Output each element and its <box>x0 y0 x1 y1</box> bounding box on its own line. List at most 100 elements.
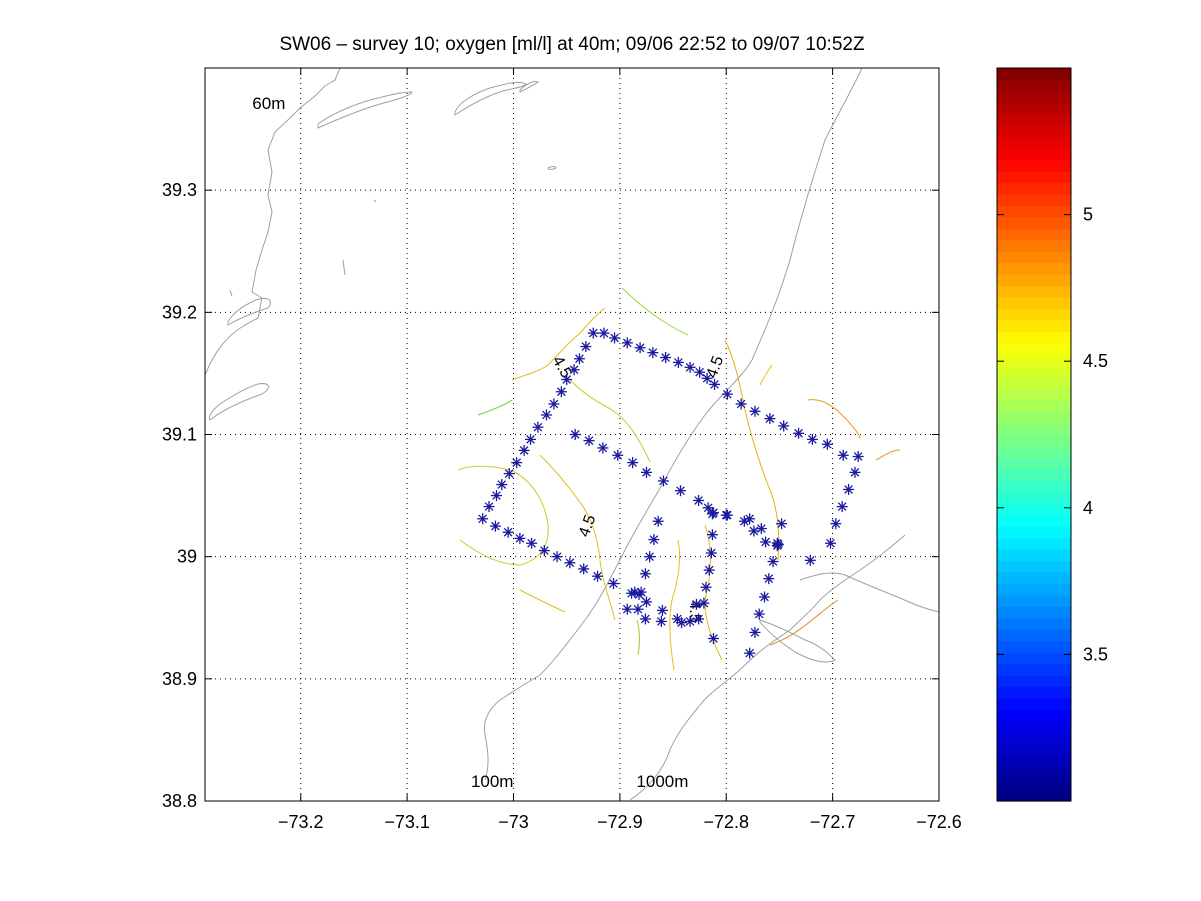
station-marker <box>806 433 818 445</box>
colorbar-band <box>997 755 1071 768</box>
station-marker <box>514 532 526 544</box>
station-marker <box>676 617 688 629</box>
station-marker <box>640 596 652 608</box>
colorbar-band <box>997 388 1071 401</box>
colorbar-band <box>997 457 1071 470</box>
colorbar-band <box>997 113 1071 126</box>
colorbar-band <box>997 239 1071 252</box>
bathymetry-contours <box>205 68 939 801</box>
colorbar-band <box>997 514 1071 527</box>
colorbar-band <box>997 171 1071 184</box>
station-marker <box>639 568 651 580</box>
colorbar-band <box>997 90 1071 103</box>
station-marker <box>634 342 646 354</box>
station-marker <box>569 429 581 440</box>
colorbar: 3.5 4 4.5 5 <box>996 67 1108 802</box>
colorbar-band <box>997 583 1071 596</box>
station-marker <box>551 551 563 563</box>
station-marker <box>706 529 718 541</box>
station-marker <box>483 501 495 513</box>
colorbar-band <box>997 297 1071 310</box>
colorbar-ticks: 3.5 4 4.5 5 <box>997 205 1108 664</box>
contour-4.6-ne <box>759 364 773 386</box>
station-marker <box>852 450 864 462</box>
colorbar-band <box>997 377 1071 390</box>
station-marker <box>621 603 633 615</box>
colorbar-band <box>997 652 1071 665</box>
colorbar-band <box>997 205 1071 218</box>
station-marker <box>621 337 633 349</box>
contour-4.5-west <box>457 465 549 566</box>
station-marker <box>748 525 760 537</box>
isobath-label: 100m <box>471 772 514 791</box>
station-marker <box>598 327 610 339</box>
isobath-60m-shoal-ne <box>454 81 527 116</box>
station-marker <box>564 557 576 569</box>
contour-4.55-mid <box>569 379 651 463</box>
station-marker <box>532 421 544 433</box>
colorbar-band <box>997 617 1071 630</box>
station-marker <box>776 518 788 530</box>
station-marker <box>538 545 550 557</box>
colorbar-band <box>997 709 1071 722</box>
colorbar-band <box>997 423 1071 436</box>
colorbar-band <box>997 732 1071 745</box>
station-marker <box>612 449 624 461</box>
station-marker <box>627 457 639 469</box>
station-marker <box>753 608 765 620</box>
station-marker <box>709 378 721 390</box>
station-marker <box>760 536 772 548</box>
contour-4.5-nw <box>511 307 606 381</box>
contour-4.6-south <box>669 539 681 671</box>
colorbar-band <box>997 68 1071 81</box>
station-marker <box>707 633 719 645</box>
station-marker <box>640 466 652 478</box>
colorbar-band <box>997 136 1071 149</box>
station-marker <box>511 457 523 469</box>
station-marker <box>502 526 514 538</box>
station-marker <box>701 372 713 384</box>
contour-4.6-center <box>519 589 566 613</box>
station-marker <box>672 356 684 368</box>
station-marker <box>648 534 660 546</box>
colorbar-band <box>997 216 1071 229</box>
x-tick-label: −73.2 <box>278 812 324 832</box>
colorbar-band <box>997 193 1071 207</box>
station-marker <box>540 409 552 421</box>
colorbar-band <box>997 594 1071 607</box>
station-marker <box>635 586 647 598</box>
colorbar-band <box>997 251 1071 264</box>
isobath-60m-island <box>208 383 269 421</box>
colorbar-band <box>997 445 1071 459</box>
colorbar-band <box>997 663 1071 676</box>
colorbar-band <box>997 319 1071 333</box>
colorbar-band <box>997 675 1071 688</box>
colorbar-band <box>997 285 1071 298</box>
colorbar-band <box>997 606 1071 619</box>
x-tick-label: −73 <box>498 812 529 832</box>
colorbar-band <box>997 491 1071 504</box>
station-marker <box>700 581 712 593</box>
isobath-60m-speck <box>547 166 557 170</box>
colorbar-band <box>997 789 1071 802</box>
station-marker <box>749 626 761 638</box>
contour-4.55-center <box>539 454 616 621</box>
colorbar-tick-label: 4.5 <box>1083 351 1108 371</box>
colorbar-band <box>997 342 1071 355</box>
station-marker <box>578 563 590 575</box>
colorbar-band <box>997 640 1071 653</box>
station-marker <box>526 537 538 549</box>
station-marker <box>548 398 560 410</box>
station-marker <box>772 538 784 550</box>
station-marker <box>592 570 604 582</box>
station-marker <box>629 586 641 598</box>
isobath-60m-coast <box>205 68 341 376</box>
station-marker <box>561 374 573 386</box>
isobath-label: 60m <box>252 94 285 113</box>
station-marker <box>656 604 668 616</box>
isobath-1000m <box>629 534 906 801</box>
station-marker <box>693 494 705 506</box>
station-marker <box>764 413 776 425</box>
station-marker <box>632 603 644 615</box>
